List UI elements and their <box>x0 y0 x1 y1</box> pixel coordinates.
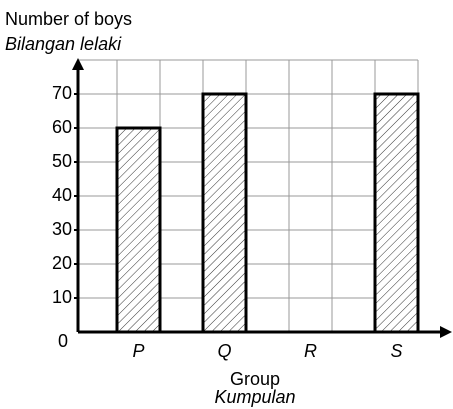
x-axis-label-alt: Kumpulan <box>214 387 295 407</box>
y-tick-label: 50 <box>52 151 72 171</box>
bar <box>115 126 162 334</box>
y-tick-label: 10 <box>52 287 72 307</box>
y-axis-label-alt: Bilangan lelaki <box>5 34 122 54</box>
y-tick-label: 40 <box>52 185 72 205</box>
bar <box>201 92 248 334</box>
y-tick-label: 0 <box>58 331 68 351</box>
y-tick-label: 30 <box>52 219 72 239</box>
x-axis-label: Group <box>230 369 280 389</box>
x-tick-label: Q <box>217 341 231 361</box>
x-tick-label: R <box>304 341 317 361</box>
y-axis-arrow <box>72 58 84 70</box>
y-tick-label: 20 <box>52 253 72 273</box>
x-tick-label: S <box>390 341 402 361</box>
y-tick-label: 70 <box>52 83 72 103</box>
x-axis-arrow <box>440 326 452 338</box>
y-axis-label: Number of boys <box>5 9 132 29</box>
bar <box>373 92 420 334</box>
y-tick-label: 60 <box>52 117 72 137</box>
x-tick-label: P <box>132 341 144 361</box>
